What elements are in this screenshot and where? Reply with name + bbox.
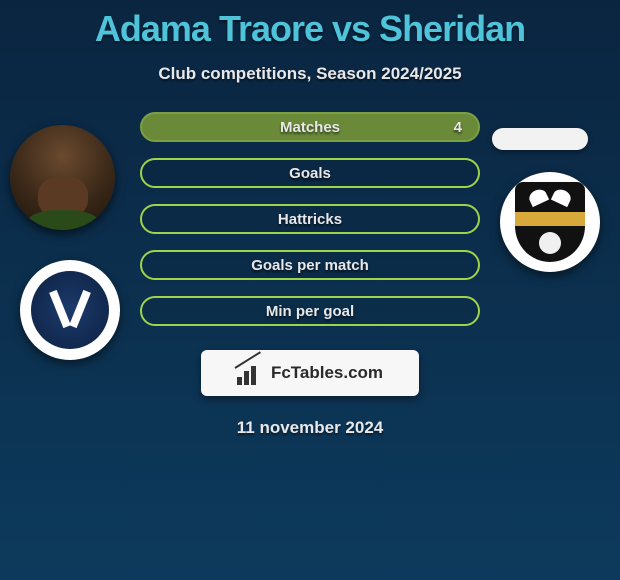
stat-row-matches: Matches 4 xyxy=(140,112,480,142)
stat-row-gpm: Goals per match xyxy=(140,250,480,280)
page-title: Adama Traore vs Sheridan xyxy=(0,0,620,50)
player-right-placeholder xyxy=(492,128,588,150)
brand-text: FcTables.com xyxy=(271,363,383,383)
stats-list: Matches 4 Goals Hattricks Goals per matc… xyxy=(140,112,480,326)
stat-label: Min per goal xyxy=(266,303,354,320)
stat-label: Goals per match xyxy=(251,257,369,274)
footer-date: 11 november 2024 xyxy=(0,418,620,438)
stat-label: Hattricks xyxy=(278,211,342,228)
stat-row-hattricks: Hattricks xyxy=(140,204,480,234)
chart-icon xyxy=(237,361,265,385)
stat-row-goals: Goals xyxy=(140,158,480,188)
stat-row-mpg: Min per goal xyxy=(140,296,480,326)
brand-badge[interactable]: FcTables.com xyxy=(201,350,419,396)
page-subtitle: Club competitions, Season 2024/2025 xyxy=(0,64,620,84)
stat-label: Goals xyxy=(289,165,331,182)
stat-value: 4 xyxy=(454,119,462,136)
stat-label: Matches xyxy=(280,119,340,136)
club-right-badge xyxy=(500,172,600,272)
player-left-photo xyxy=(10,125,115,230)
club-left-badge xyxy=(20,260,120,360)
